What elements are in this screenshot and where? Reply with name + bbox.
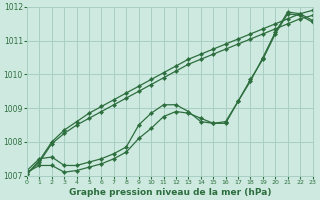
X-axis label: Graphe pression niveau de la mer (hPa): Graphe pression niveau de la mer (hPa) — [68, 188, 271, 197]
